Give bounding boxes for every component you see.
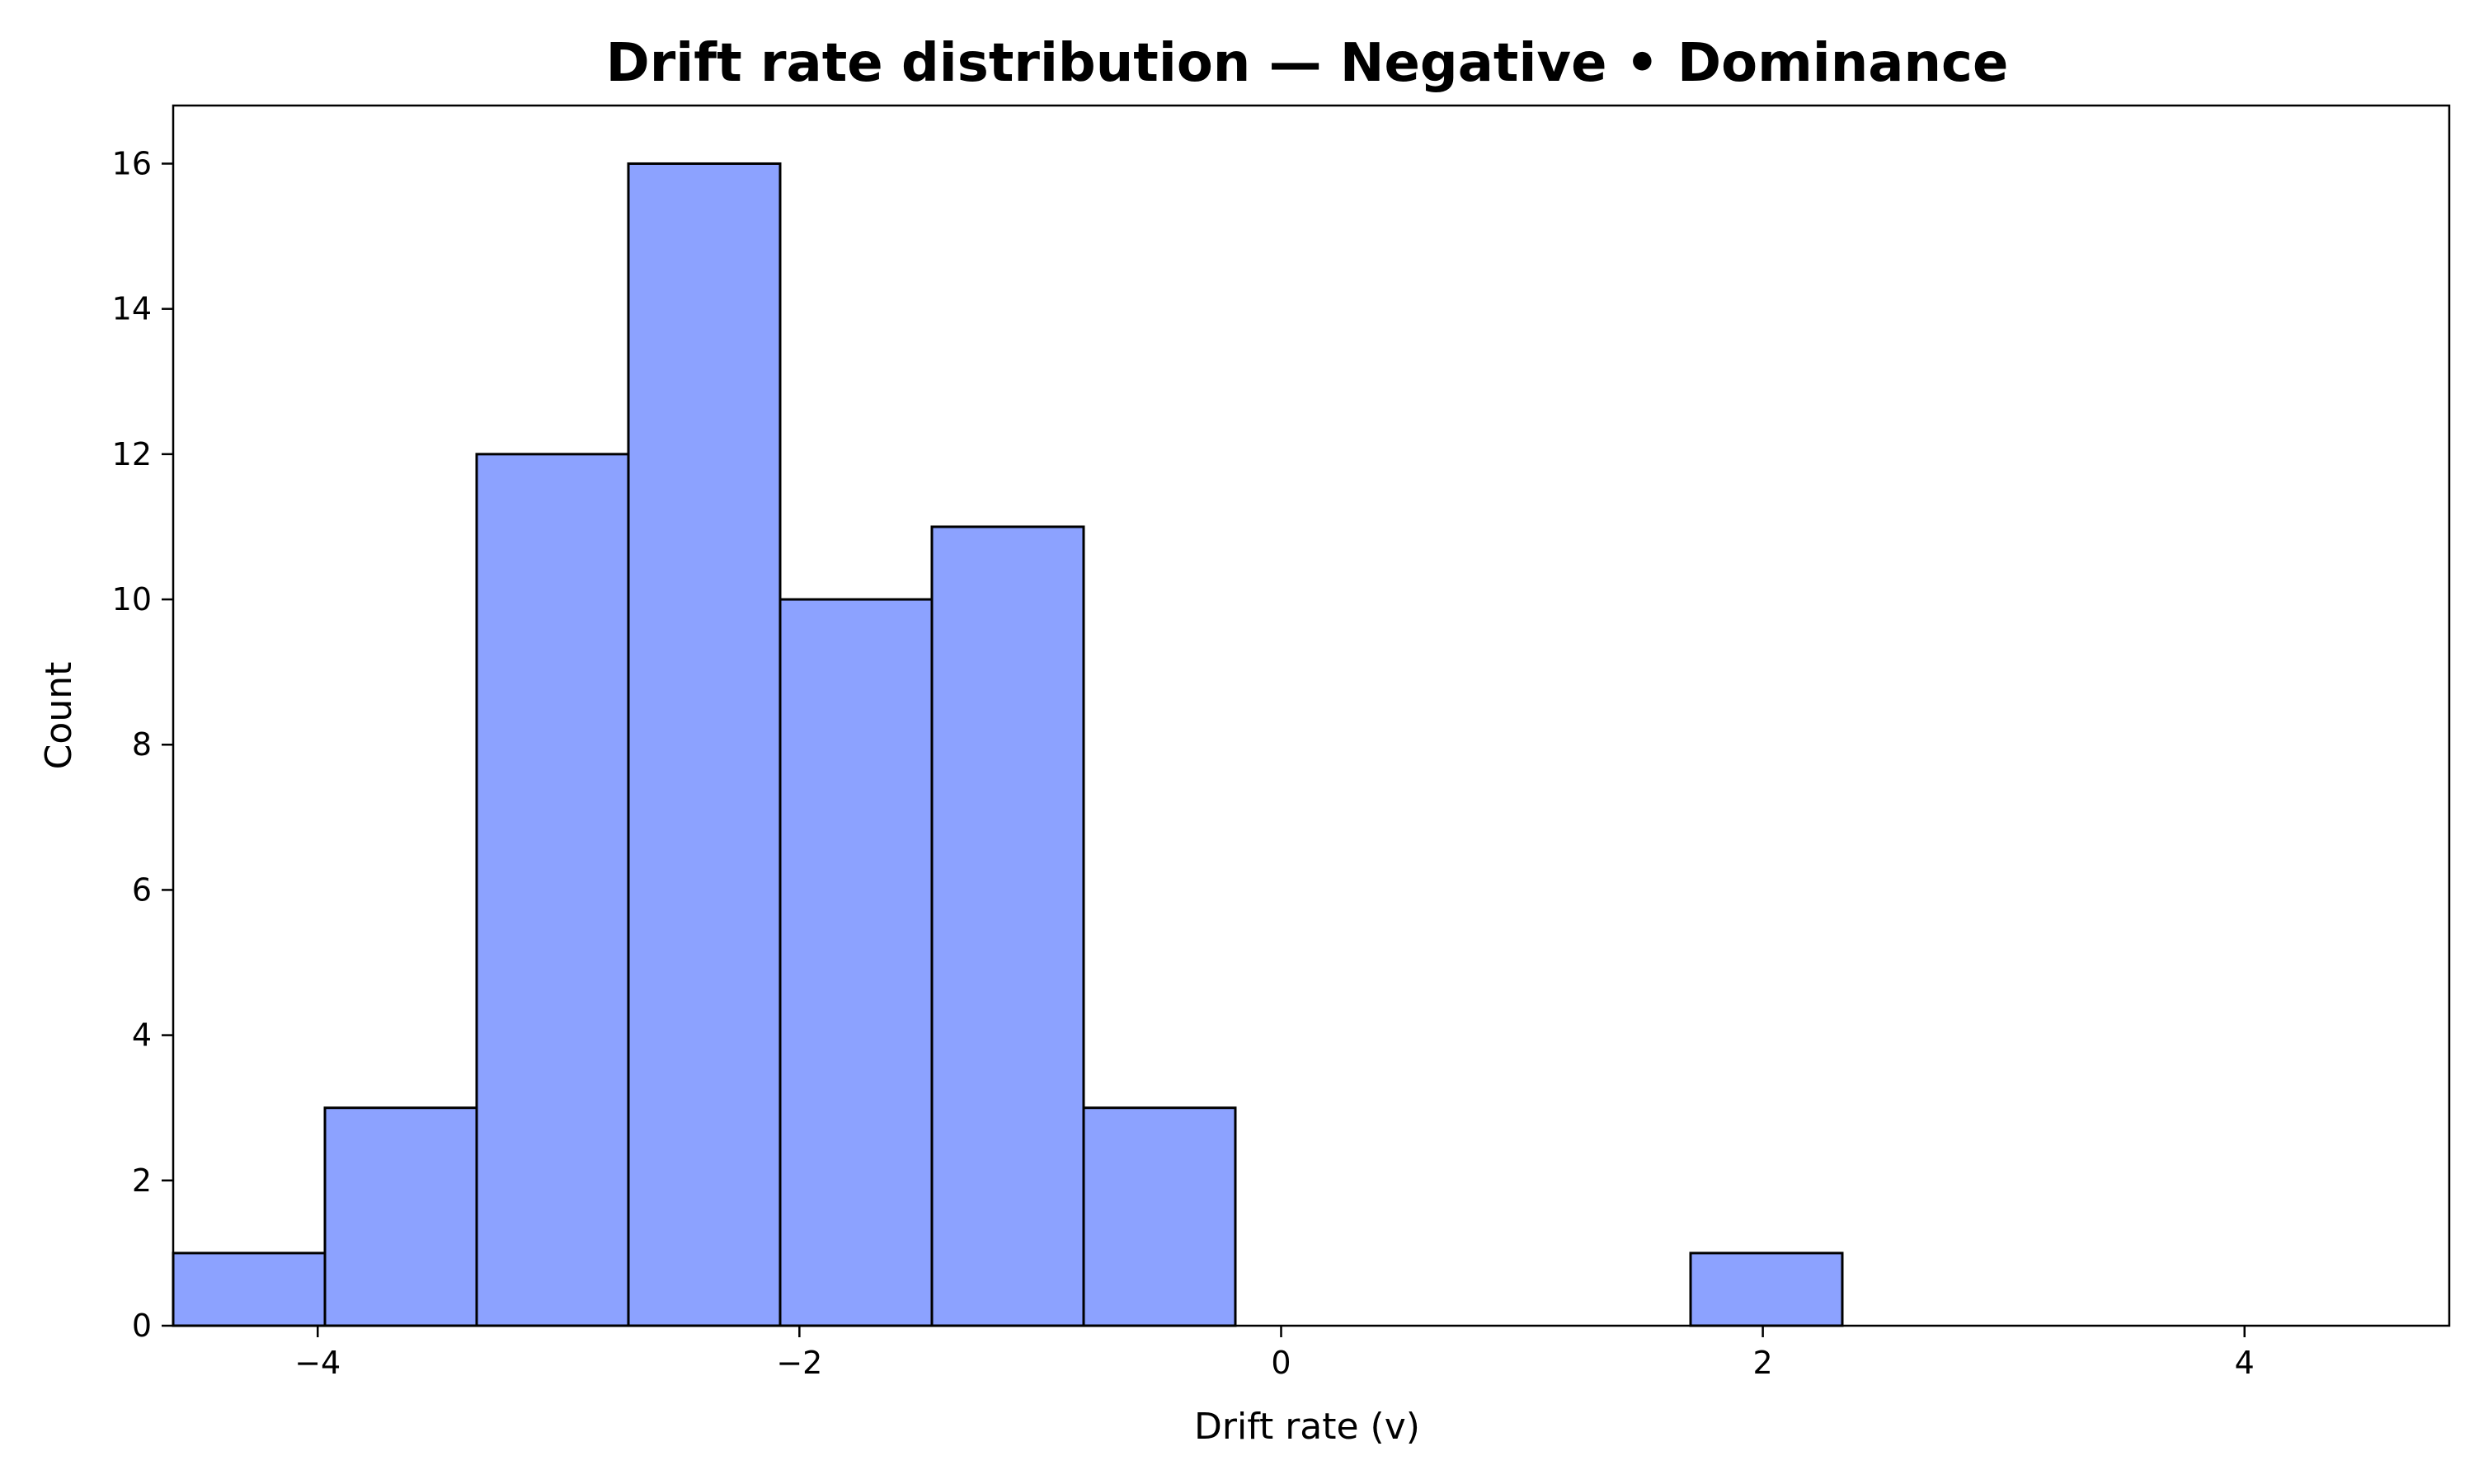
y-tick-label: 2 bbox=[132, 1162, 152, 1199]
histogram-bar-3 bbox=[627, 162, 782, 1327]
histogram-bar-6 bbox=[1082, 1106, 1237, 1327]
y-tick-label: 8 bbox=[132, 726, 152, 763]
y-tick-label: 10 bbox=[112, 581, 152, 618]
histogram-bar-2 bbox=[475, 453, 630, 1327]
y-tick-label: 0 bbox=[132, 1308, 152, 1344]
x-tick-label: 4 bbox=[2235, 1345, 2255, 1381]
histogram-bar-5 bbox=[930, 525, 1085, 1327]
histogram-bar-4 bbox=[778, 598, 934, 1327]
histogram-bar-1 bbox=[323, 1106, 478, 1327]
x-axis-label: Drift rate (v) bbox=[1194, 1406, 1420, 1448]
axes-layer: −4 −2 0 2 4 0 2 4 6 8 10 12 14 16 bbox=[112, 104, 2451, 1381]
histogram-bar-0 bbox=[172, 1252, 327, 1327]
bars-layer bbox=[172, 162, 1844, 1327]
y-tick-label: 14 bbox=[112, 291, 152, 327]
y-axis-label: Count bbox=[38, 662, 80, 770]
x-tick-label: 2 bbox=[1753, 1345, 1773, 1381]
x-tick-label: −4 bbox=[294, 1345, 341, 1381]
y-tick-label: 4 bbox=[132, 1017, 152, 1054]
chart-title: Drift rate distribution — Negative • Dom… bbox=[606, 33, 2009, 94]
plot-frame bbox=[172, 104, 2451, 1327]
x-tick-label: −2 bbox=[776, 1345, 822, 1381]
x-tick-label: 0 bbox=[1271, 1345, 1291, 1381]
y-tick-label: 6 bbox=[132, 871, 152, 908]
histogram-bar-10 bbox=[1689, 1252, 1844, 1327]
y-tick-label: 16 bbox=[112, 145, 152, 181]
y-tick-label: 12 bbox=[112, 436, 152, 472]
